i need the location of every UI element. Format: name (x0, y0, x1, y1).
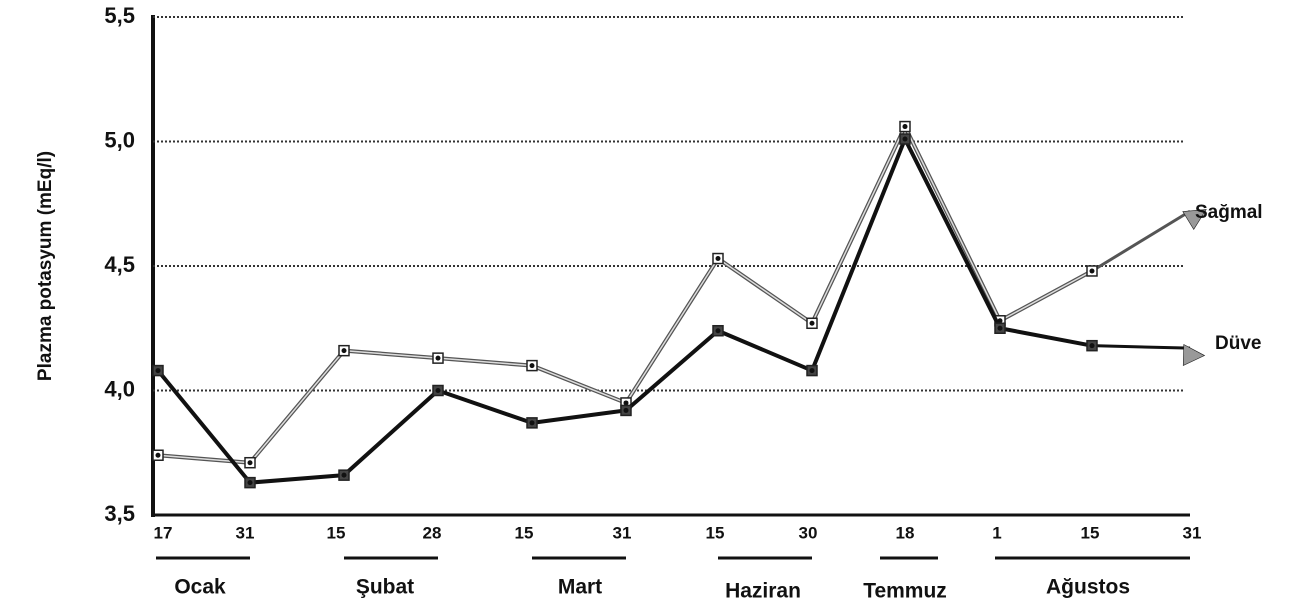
point-dot (435, 355, 441, 361)
series-line (158, 127, 1190, 463)
point-dot (902, 136, 908, 142)
month-label: Şubat (356, 576, 414, 599)
point-dot (247, 480, 253, 486)
x-tick-label: 28 (423, 523, 442, 542)
point-dot (155, 452, 161, 458)
y-axis-label: Plazma potasyum (mEq/l) (35, 151, 56, 381)
month-label: Temmuz (863, 580, 947, 603)
x-tick-label: 17 (154, 523, 173, 542)
series-label: Düve (1215, 333, 1261, 354)
month-label: Mart (558, 576, 602, 599)
point-dot (247, 460, 253, 466)
y-tick-label: 5,0 (104, 127, 135, 152)
month-groups: Ocak Şubat Mart Haziran Temmuz Ağustos (156, 556, 1190, 603)
x-tick-label: 31 (236, 523, 255, 542)
y-tick-label: 3,5 (104, 501, 135, 526)
point-dot (529, 363, 535, 369)
point-dot (902, 124, 908, 130)
series-arrow (1091, 209, 1207, 273)
point-dot (1089, 268, 1095, 274)
y-tick-label: 4,5 (104, 252, 135, 277)
y-tick-label: 5,5 (104, 3, 135, 28)
series-label: Sağmal (1195, 202, 1263, 223)
x-tick-label: 18 (896, 523, 915, 542)
month-label: Ağustos (1046, 576, 1130, 599)
point-dot (809, 368, 815, 374)
x-tick-label: 31 (613, 523, 632, 542)
point-dot (529, 420, 535, 426)
series-arrow (1091, 343, 1206, 367)
x-tick-label: 1 (992, 523, 1001, 542)
y-tick-label: 4,0 (104, 376, 135, 401)
x-tick-label: 15 (1081, 523, 1100, 542)
month-label: Ocak (174, 576, 226, 599)
point-dot (715, 256, 721, 262)
point-dot (715, 328, 721, 334)
x-tick-label: 15 (327, 523, 346, 542)
point-dot (623, 400, 629, 406)
series-line-stroke (156, 137, 1093, 485)
point-dot (997, 325, 1003, 331)
x-tick-label: 15 (706, 523, 725, 542)
month-label: Haziran (725, 580, 801, 603)
point-dot (341, 348, 347, 354)
point-dot (341, 472, 347, 478)
point-dot (155, 368, 161, 374)
x-tick-label: 30 (799, 523, 818, 542)
point-dot (1089, 343, 1095, 349)
x-tick-label: 15 (515, 523, 534, 542)
series-line (158, 139, 1190, 483)
point-dot (809, 320, 815, 326)
point-dot (623, 407, 629, 413)
point-dot (435, 388, 441, 393)
x-tick-label: 31 (1183, 523, 1202, 542)
